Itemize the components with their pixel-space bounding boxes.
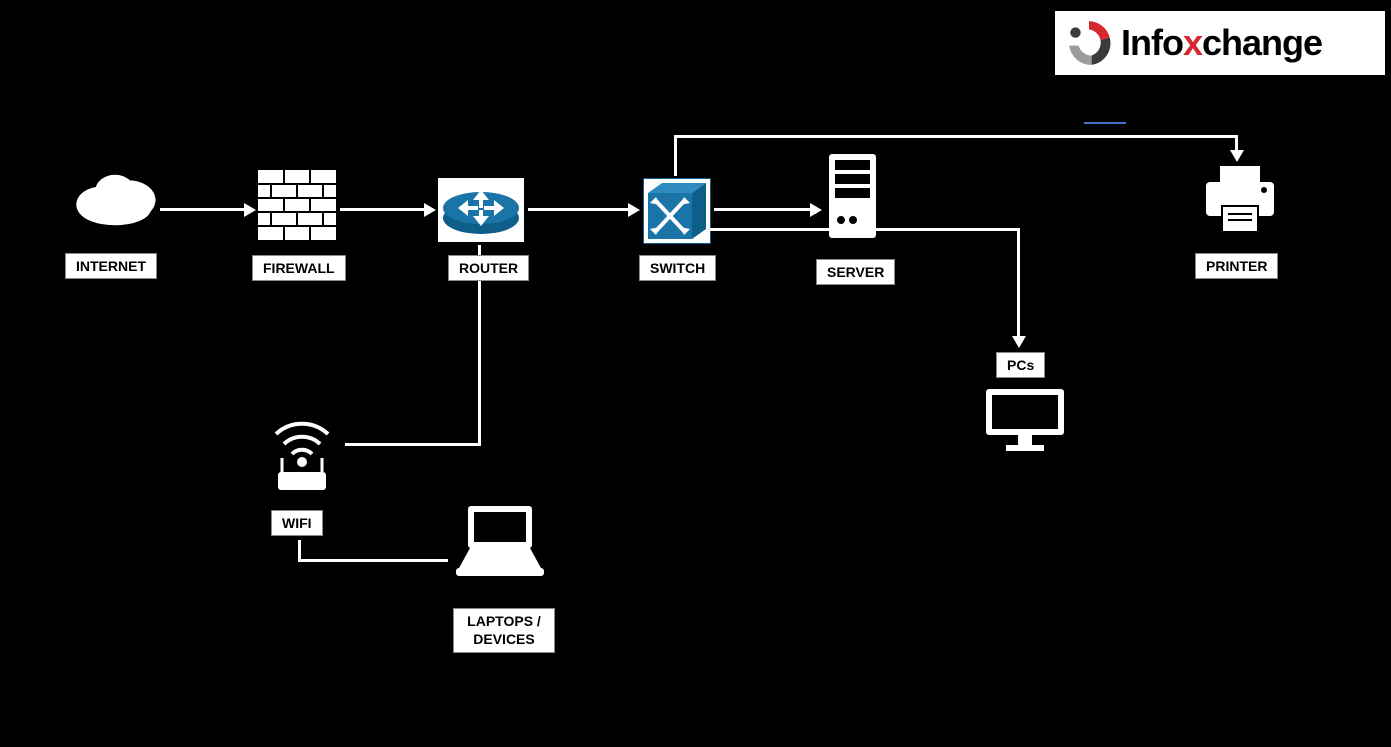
edge-switch-server (714, 208, 810, 211)
switch-icon (643, 178, 711, 244)
label-printer: PRINTER (1195, 253, 1278, 279)
label-switch: SWITCH (639, 255, 716, 281)
logo-text: Infoxchange (1121, 22, 1322, 64)
label-internet: INTERNET (65, 253, 157, 279)
edge-router-wifi-h (345, 443, 481, 446)
label-wifi: WIFI (271, 510, 323, 536)
label-pcs: PCs (996, 352, 1045, 378)
arrow-switch-printer (1230, 150, 1244, 162)
infoxchange-logo: Infoxchange (1055, 11, 1385, 75)
label-server: SERVER (816, 259, 895, 285)
arrow-firewall-router (424, 203, 436, 217)
edge-switch-printer-h (674, 135, 1238, 138)
arrow-switch-server (810, 203, 822, 217)
edge-router-switch (528, 208, 628, 211)
laptop-icon (450, 500, 550, 585)
accent-line (1084, 122, 1126, 124)
edge-switch-pcs-v (1017, 228, 1020, 338)
logo-swirl-icon (1063, 17, 1115, 69)
arrow-internet-firewall (244, 203, 256, 217)
network-diagram: Infoxchange (0, 0, 1391, 747)
label-router: ROUTER (448, 255, 529, 281)
edge-switch-pcs-h (710, 228, 1020, 231)
printer-icon (1200, 160, 1280, 240)
edge-firewall-router (340, 208, 424, 211)
internet-cloud-icon (70, 155, 160, 245)
firewall-icon (258, 170, 336, 240)
router-icon (438, 178, 524, 242)
arrow-router-switch (628, 203, 640, 217)
label-laptops: LAPTOPS / DEVICES (453, 608, 555, 653)
edge-switch-printer-v1 (674, 135, 677, 176)
wifi-icon (262, 400, 342, 495)
edge-internet-firewall (160, 208, 244, 211)
arrow-switch-pcs (1012, 336, 1026, 348)
pc-icon (980, 385, 1070, 455)
edge-wifi-laptops-h (298, 559, 448, 562)
label-firewall: FIREWALL (252, 255, 346, 281)
